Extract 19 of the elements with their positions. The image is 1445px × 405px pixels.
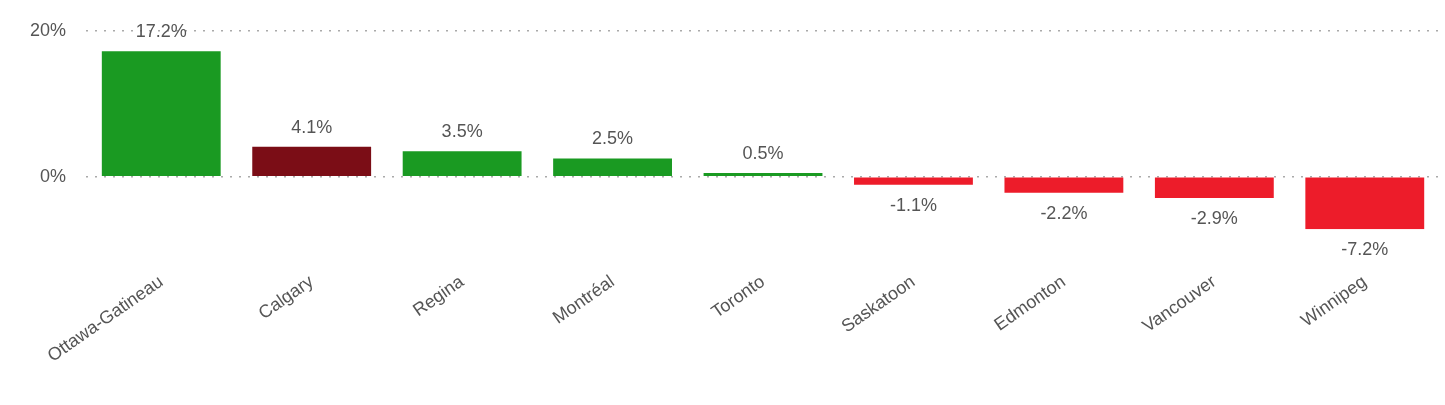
bar: [402, 151, 522, 176]
bar: [1004, 177, 1124, 193]
data-label: 17.2%: [135, 21, 187, 42]
data-label: -1.1%: [889, 194, 937, 215]
data-label: 0.5%: [742, 143, 784, 164]
y-tick-label: 20%: [30, 19, 67, 40]
bar: [1305, 177, 1425, 230]
data-label: 4.1%: [291, 116, 333, 137]
data-label: -2.2%: [1040, 202, 1088, 223]
data-label: 3.5%: [441, 121, 483, 142]
data-label: -7.2%: [1341, 239, 1389, 260]
bar: [703, 173, 823, 176]
bar: [1154, 177, 1274, 198]
bar: [553, 158, 672, 176]
data-label: -2.9%: [1190, 207, 1238, 228]
bar: [252, 146, 372, 176]
y-tick-label: 0%: [40, 165, 67, 186]
data-label: 2.5%: [592, 128, 634, 149]
bar: [854, 177, 973, 185]
